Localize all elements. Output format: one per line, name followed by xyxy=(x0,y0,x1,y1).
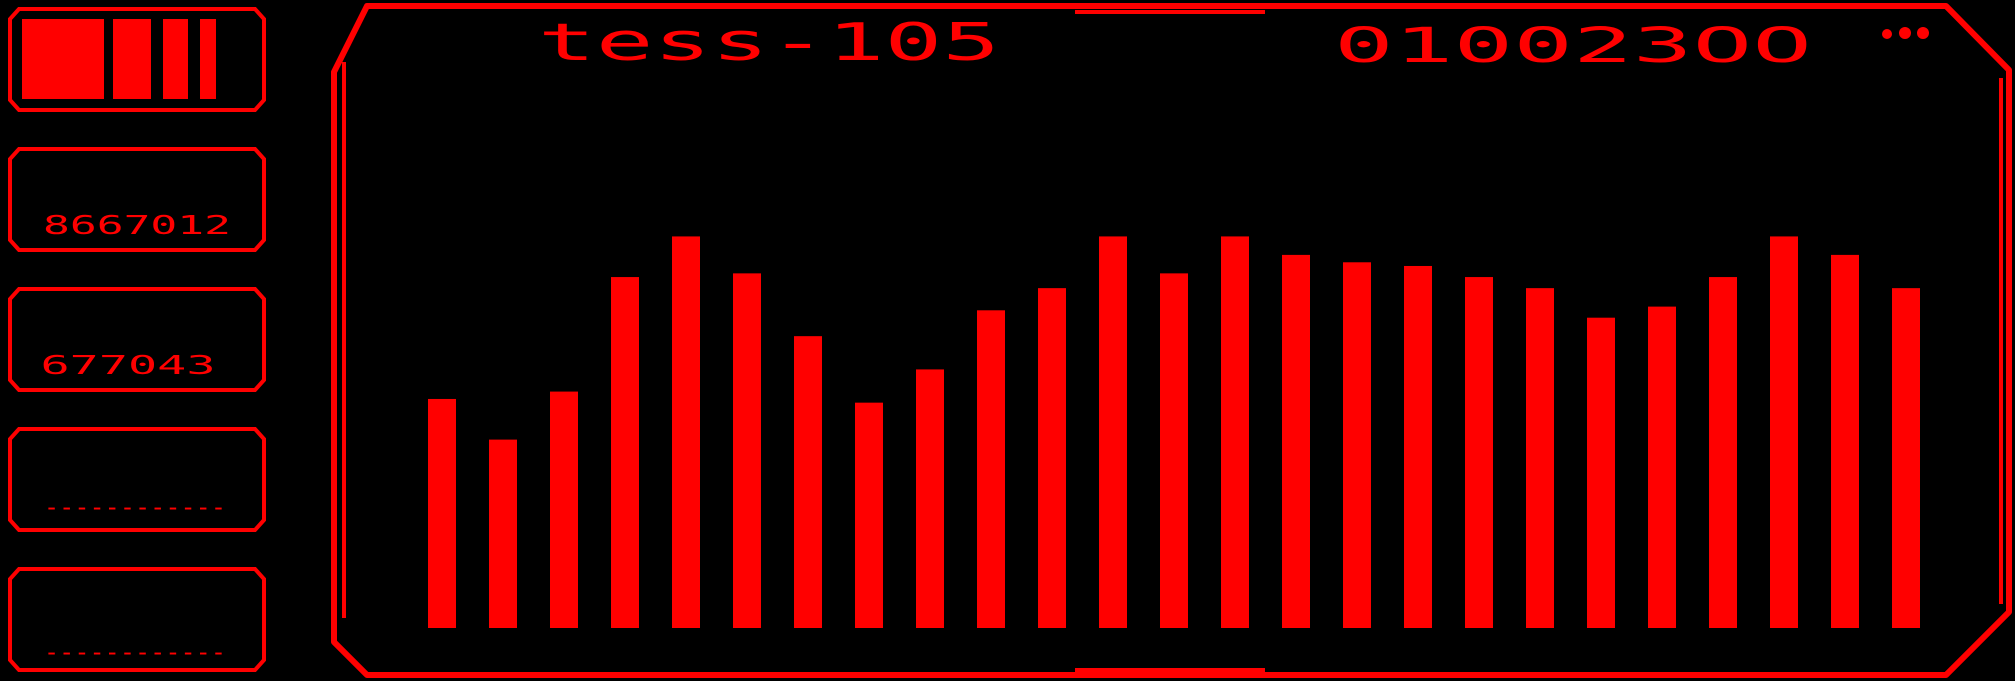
bar-17 xyxy=(1404,265,1432,628)
readout-panel-2: 677043 xyxy=(8,287,266,392)
bar-18 xyxy=(1465,277,1493,628)
chart-frame xyxy=(331,3,2012,678)
readout-value: 8667012 xyxy=(43,211,231,241)
bar-chart xyxy=(428,236,1920,629)
readout-panel-1: 8667012 xyxy=(8,147,266,252)
bar-1 xyxy=(428,398,456,628)
bar-6 xyxy=(733,273,761,628)
bar-5 xyxy=(672,236,700,628)
bar-2 xyxy=(489,439,517,628)
bar-24 xyxy=(1831,254,1859,629)
bar-3 xyxy=(550,391,578,628)
readout-panel-4: ------------ xyxy=(8,567,266,672)
bar-8 xyxy=(855,402,883,628)
bar-20 xyxy=(1587,317,1615,628)
device-code: 010023OO xyxy=(1334,18,1812,74)
bar-16 xyxy=(1343,262,1371,628)
three-dots-icon[interactable] xyxy=(1882,27,1929,39)
bar-13 xyxy=(1160,273,1188,628)
signal-bars-icon xyxy=(22,19,216,99)
bar-25 xyxy=(1892,288,1920,628)
readout-value: ------------ xyxy=(44,638,226,666)
bar-7 xyxy=(794,336,822,628)
readout-panel-3: ------------ xyxy=(8,427,266,532)
bar-21 xyxy=(1648,306,1676,628)
bar-9 xyxy=(916,369,944,628)
readout-value: 677043 xyxy=(41,351,216,381)
bar-22 xyxy=(1709,277,1737,628)
bar-15 xyxy=(1282,254,1310,629)
bar-4 xyxy=(611,277,639,628)
bar-10 xyxy=(977,310,1005,628)
bar-12 xyxy=(1099,236,1127,628)
bar-19 xyxy=(1526,288,1554,628)
logo-panel xyxy=(8,7,266,112)
bar-23 xyxy=(1770,236,1798,628)
bar-11 xyxy=(1038,288,1066,628)
bar-14 xyxy=(1221,236,1249,628)
readout-value: ------------ xyxy=(44,493,226,521)
device-title: tess-105 xyxy=(538,13,1000,73)
